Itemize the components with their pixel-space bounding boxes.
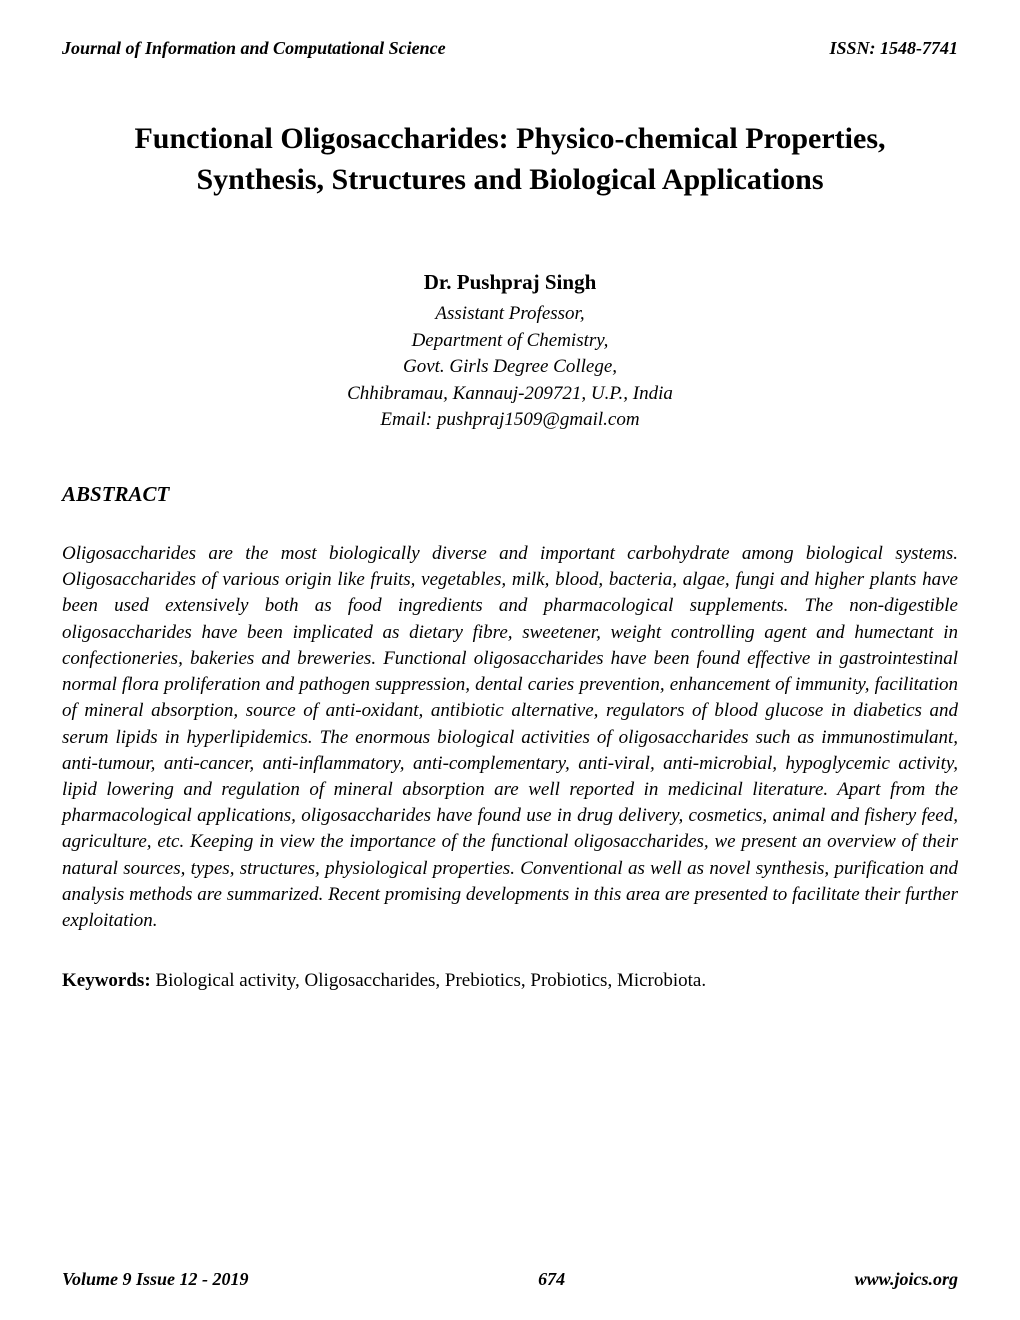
keywords-label: Keywords: — [62, 970, 151, 991]
author-name: Dr. Pushpraj Singh — [62, 270, 958, 295]
abstract-text: Oligosaccharides are the most biological… — [62, 541, 958, 934]
author-department: Department of Chemistry, — [62, 328, 958, 355]
author-email: Email: pushpraj1509@gmail.com — [62, 407, 958, 434]
page-footer: Volume 9 Issue 12 - 2019 674 www.joics.o… — [62, 1269, 958, 1290]
volume-issue: Volume 9 Issue 12 - 2019 — [62, 1269, 249, 1290]
author-role: Assistant Professor, — [62, 301, 958, 328]
website-url: www.joics.org — [855, 1269, 958, 1290]
author-block: Dr. Pushpraj Singh Assistant Professor, … — [62, 270, 958, 434]
issn-number: ISSN: 1548-7741 — [829, 38, 958, 59]
paper-title: Functional Oligosaccharides: Physico-che… — [62, 119, 958, 200]
journal-name: Journal of Information and Computational… — [62, 38, 446, 59]
abstract-heading: ABSTRACT — [62, 482, 958, 507]
page-header: Journal of Information and Computational… — [62, 38, 958, 59]
author-address: Chhibramau, Kannauj-209721, U.P., India — [62, 381, 958, 408]
author-college: Govt. Girls Degree College, — [62, 354, 958, 381]
keywords-text: Biological activity, Oligosaccharides, P… — [151, 970, 706, 991]
page-number: 674 — [538, 1269, 565, 1290]
keywords-line: Keywords: Biological activity, Oligosacc… — [62, 968, 958, 995]
